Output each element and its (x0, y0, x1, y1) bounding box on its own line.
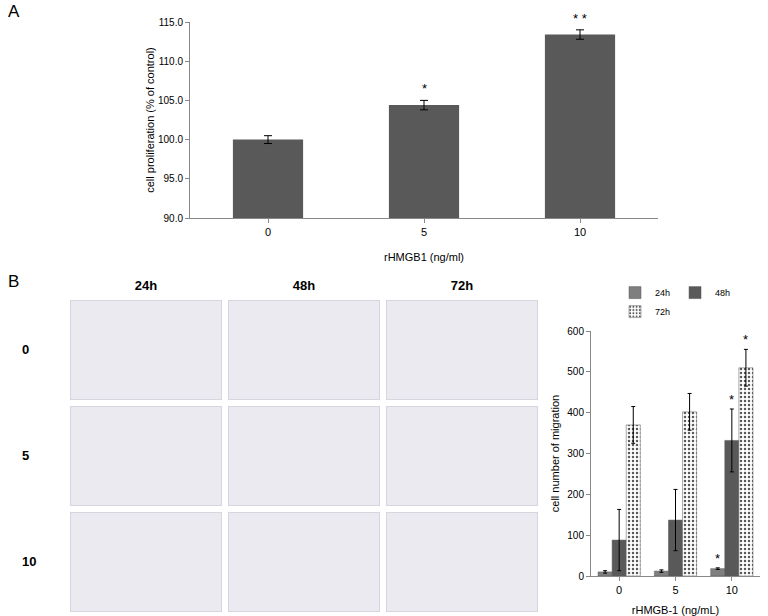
svg-text:*: * (729, 392, 734, 407)
svg-text:0: 0 (578, 571, 584, 582)
svg-text:* *: * * (573, 11, 587, 26)
svg-text:0: 0 (265, 226, 271, 238)
svg-text:0: 0 (616, 584, 622, 596)
html-text:24h: 24h (134, 278, 158, 293)
svg-text:100: 100 (567, 530, 584, 541)
svg-text:5: 5 (672, 584, 678, 596)
svg-text:cell proliferation (% of contr: cell proliferation (% of control) (144, 47, 156, 193)
svg-text:300: 300 (567, 448, 584, 459)
svg-text:*: * (715, 551, 720, 566)
html-text:5: 5 (22, 448, 30, 463)
svg-text:10: 10 (726, 584, 738, 596)
html-text:B: B (8, 272, 20, 291)
html-text:0: 0 (22, 342, 30, 357)
svg-text:*: * (422, 81, 427, 96)
svg-text:100.0: 100.0 (158, 134, 183, 145)
svg-text:600: 600 (567, 326, 584, 337)
svg-text:cell number of migration: cell number of migration (549, 395, 561, 512)
svg-text:200: 200 (567, 489, 584, 500)
svg-text:*: * (743, 332, 748, 347)
svg-text:72h: 72h (655, 307, 670, 317)
html-text:48h: 48h (292, 278, 316, 293)
html-text:10: 10 (22, 554, 37, 569)
svg-text:90.0: 90.0 (164, 213, 184, 224)
html-text:A: A (8, 2, 20, 21)
svg-text:24h: 24h (655, 288, 670, 298)
svg-text:115.0: 115.0 (159, 17, 184, 28)
svg-text:110.0: 110.0 (159, 56, 184, 67)
svg-text:5: 5 (421, 226, 427, 238)
html-text:72h: 72h (450, 278, 474, 293)
svg-text:105.0: 105.0 (158, 95, 183, 106)
svg-text:rHMGB1 (ng/ml): rHMGB1 (ng/ml) (384, 251, 464, 263)
svg-text:95.0: 95.0 (164, 173, 184, 184)
svg-text:rHMGB-1 (ng/mL): rHMGB-1 (ng/mL) (632, 604, 719, 616)
svg-text:500: 500 (567, 366, 584, 377)
svg-text:10: 10 (574, 226, 586, 238)
svg-text:400: 400 (567, 407, 584, 418)
svg-text:48h: 48h (715, 288, 730, 298)
